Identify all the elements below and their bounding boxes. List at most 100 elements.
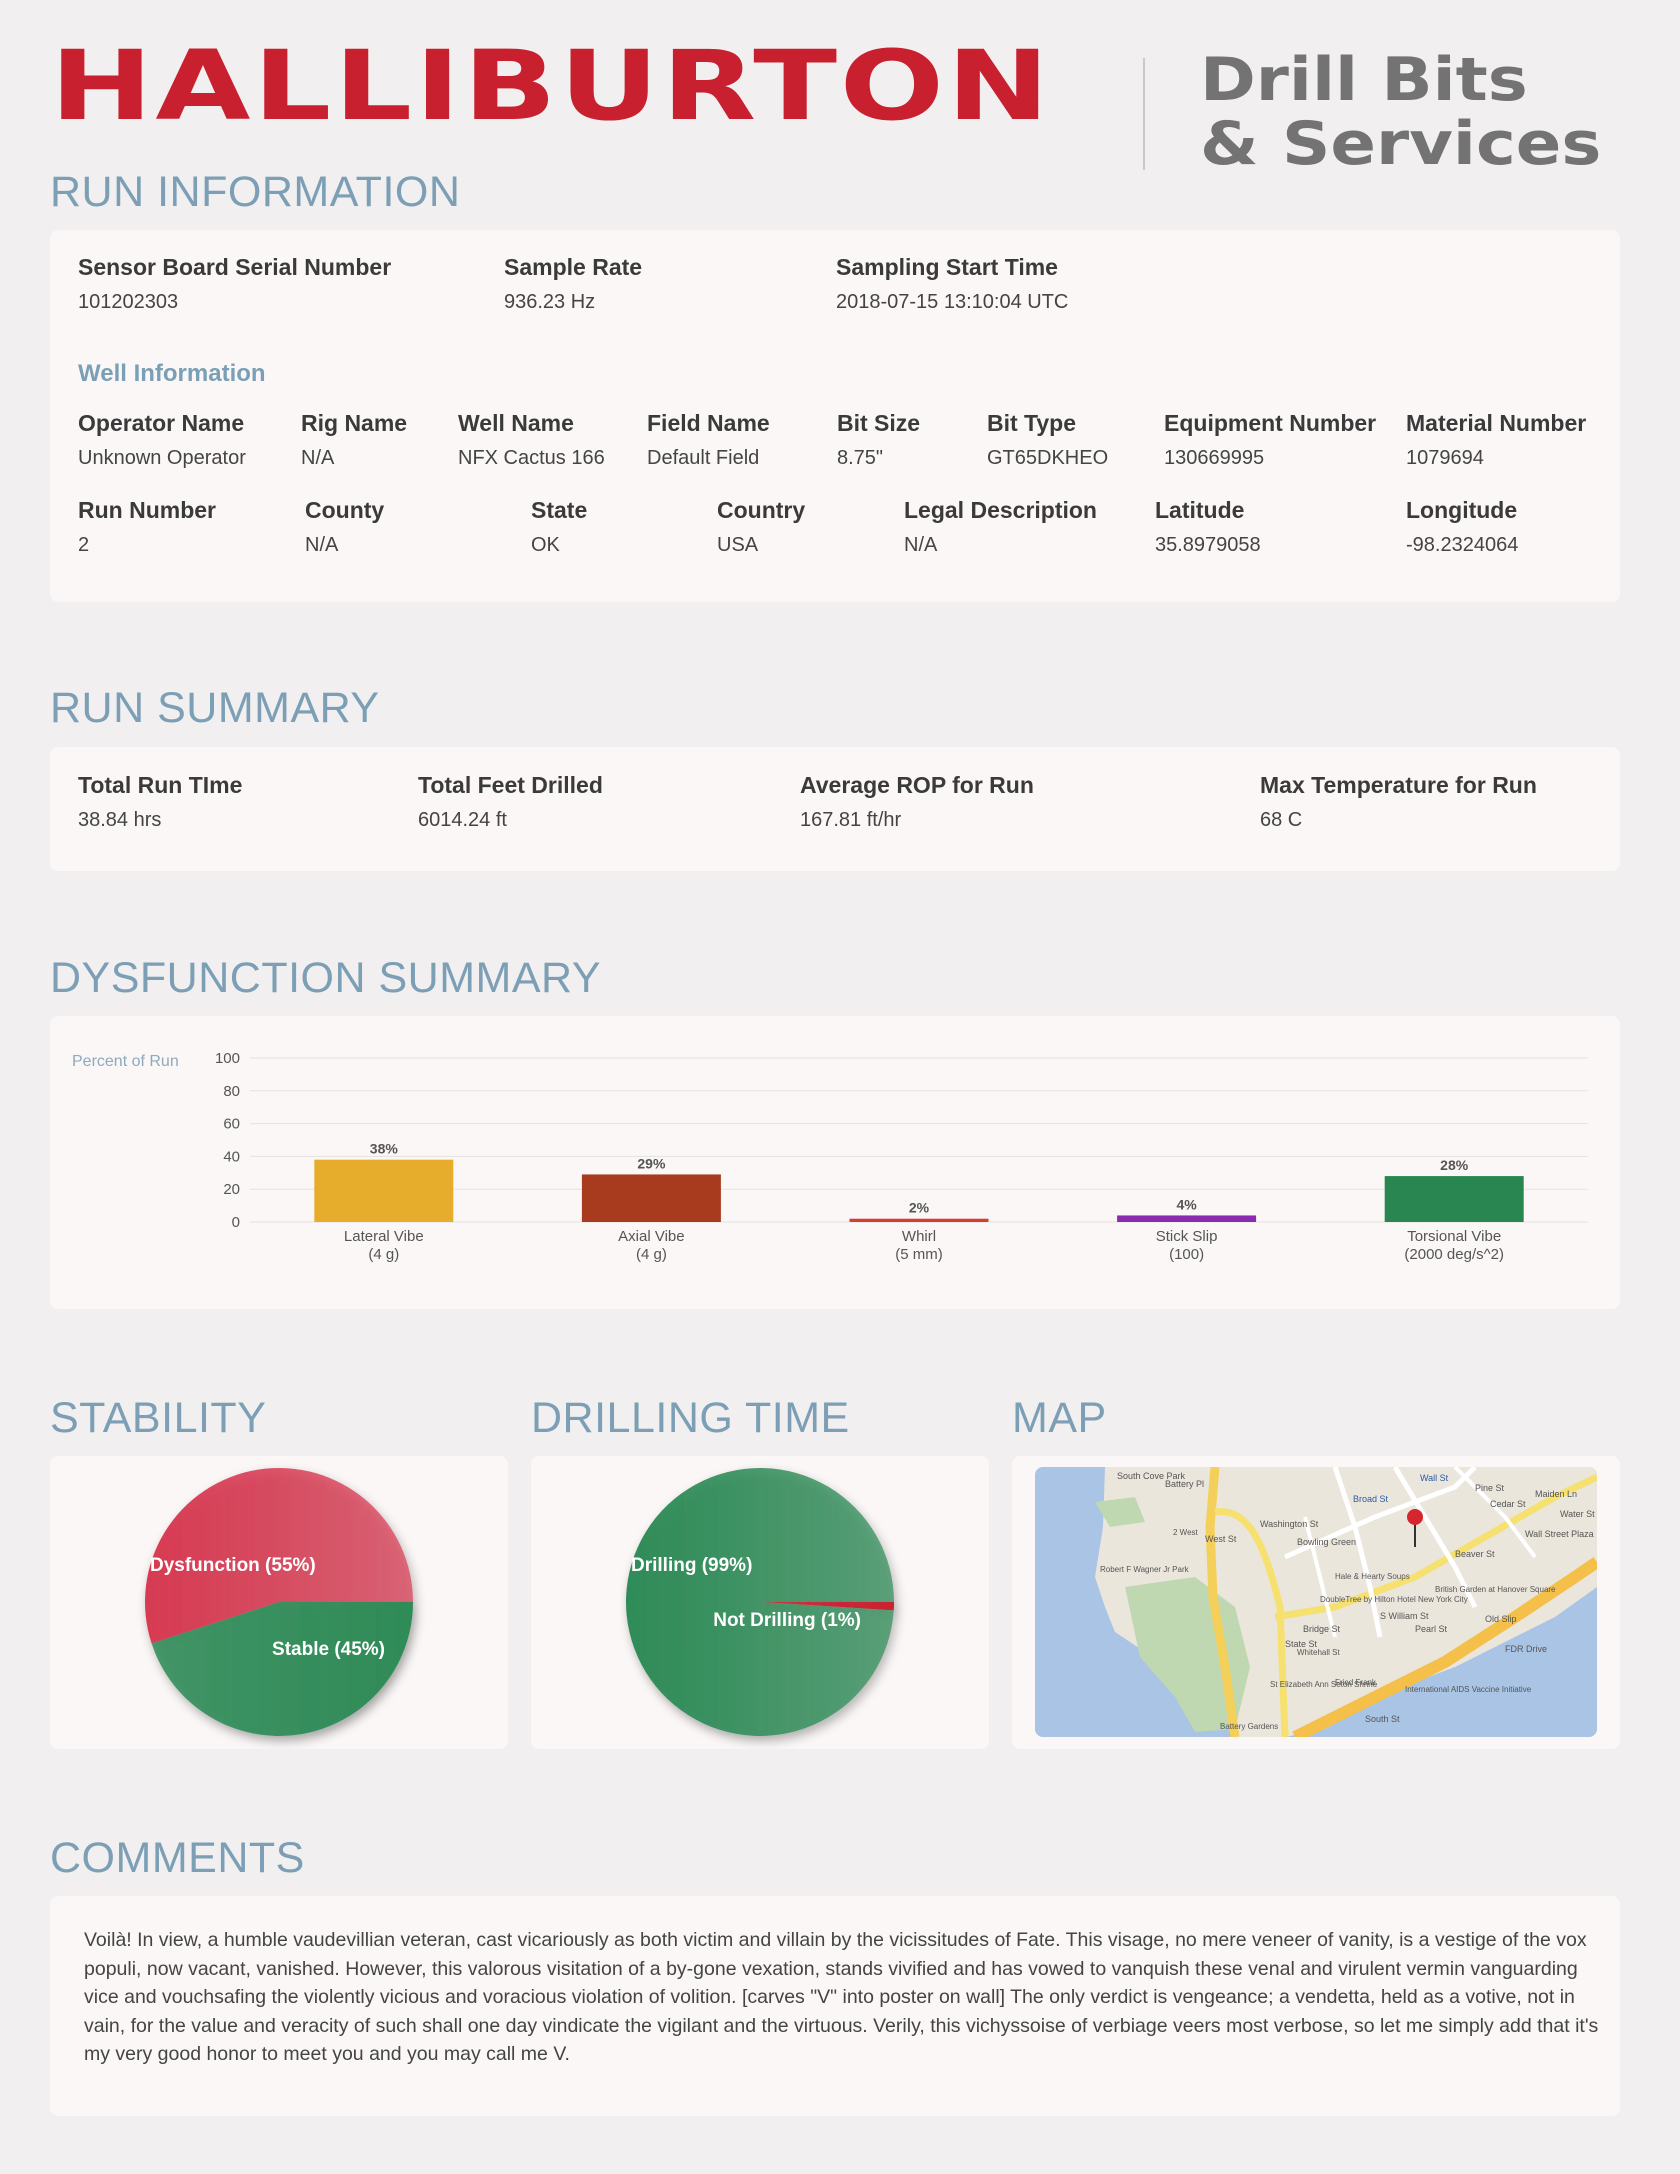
map-label: 2 West xyxy=(1173,1528,1199,1537)
halliburton-logo: HALLIBURTON xyxy=(50,30,1053,142)
map-label: Hale & Hearty Soups xyxy=(1335,1572,1410,1581)
map-label: International AIDS Vaccine Initiative xyxy=(1405,1685,1532,1694)
pie-label: Dysfunction (55%) xyxy=(150,1555,316,1576)
latitude-field: Latitude 35.8979058 xyxy=(1155,497,1261,557)
map-label: Beaver St xyxy=(1455,1549,1495,1559)
field-value: 38.84 hrs xyxy=(78,809,162,831)
comments-text: Voilà! In view, a humble vaudevillian ve… xyxy=(84,1929,1599,2065)
bar xyxy=(314,1159,454,1222)
bar-value-label: 38% xyxy=(370,1141,399,1157)
field-value: -98.2324064 xyxy=(1406,534,1519,556)
average-rop-field: Average ROP for Run 167.81 ft/hr xyxy=(800,772,1034,832)
field-value: 6014.24 ft xyxy=(418,809,507,831)
comments-title: COMMENTS xyxy=(50,1834,305,1882)
pie-slice xyxy=(144,1467,413,1644)
map-label: DoubleTree by Hilton Hotel New York City xyxy=(1320,1595,1468,1604)
bar xyxy=(1384,1176,1524,1222)
field-value: Unknown Operator xyxy=(78,447,246,469)
y-tick-label: 100 xyxy=(215,1050,240,1067)
map-label: Broad St xyxy=(1353,1494,1389,1504)
well-name-field: Well Name NFX Cactus 166 xyxy=(458,410,605,470)
map-label: Wall St xyxy=(1420,1473,1449,1483)
bar xyxy=(849,1218,989,1222)
y-axis-label: Percent of Run xyxy=(72,1053,179,1070)
y-tick-label: 20 xyxy=(223,1181,240,1198)
map-label: Old Slip xyxy=(1485,1614,1517,1624)
sensor-serial-field: Sensor Board Serial Number 101202303 xyxy=(78,254,391,314)
total-feet-drilled-field: Total Feet Drilled 6014.24 ft xyxy=(418,772,603,832)
dysfunction-bar-chart: Percent of Run 0 20 40 60 80 100 38% Lateral Vib… xyxy=(72,1050,1588,1263)
field-label: Bit Size xyxy=(837,410,921,436)
field-value: N/A xyxy=(904,534,938,556)
county-field: County N/A xyxy=(305,497,384,557)
map-label: West St xyxy=(1205,1534,1237,1544)
stability-pie-chart: Stable (45%) Dysfunction (55%) xyxy=(144,1467,414,1736)
bar-value-label: 29% xyxy=(637,1155,666,1171)
field-value: NFX Cactus 166 xyxy=(458,447,605,469)
longitude-field: Longitude -98.2324064 xyxy=(1406,497,1518,557)
sampling-start-field: Sampling Start Time 2018-07-15 13:10:04 … xyxy=(836,254,1068,314)
drilling-time-pie-chart: Not Drilling (1%) Drilling (99%) xyxy=(626,1468,894,1737)
field-value: N/A xyxy=(301,447,335,469)
x-tick-label: Stick Slip xyxy=(1156,1228,1218,1245)
dysfunction-summary-card: Percent of Run 0 20 40 60 80 100 38% Lateral Vib… xyxy=(50,1016,1620,1309)
run-information-title: RUN INFORMATION xyxy=(50,168,461,216)
map-label: Wall Street Plaza xyxy=(1525,1529,1594,1539)
y-tick-label: 0 xyxy=(232,1214,240,1231)
field-label: Bit Type xyxy=(987,410,1077,436)
map-label: Pearl St xyxy=(1415,1624,1448,1634)
map-label: Fried Frank xyxy=(1335,1678,1377,1687)
field-label: Longitude xyxy=(1406,497,1518,523)
bit-type-field: Bit Type GT65DKHEO xyxy=(987,410,1108,470)
x-tick-label: Torsional Vibe xyxy=(1407,1228,1501,1245)
street-map[interactable]: South Cove Park Battery Pl West St Washi… xyxy=(1035,1467,1597,1737)
y-tick-label: 40 xyxy=(223,1148,240,1165)
field-label: County xyxy=(305,497,385,523)
run-information-card: Sensor Board Serial Number 101202303 Sam… xyxy=(50,230,1620,602)
field-value: Default Field xyxy=(647,447,760,469)
dysfunction-summary-title: DYSFUNCTION SUMMARY xyxy=(50,954,602,1002)
map-label: Pine St xyxy=(1475,1483,1505,1493)
pie-label: Not Drilling (1%) xyxy=(713,1610,861,1631)
field-label: Legal Description xyxy=(904,497,1097,523)
map-pin-icon[interactable] xyxy=(1407,1509,1423,1547)
material-number-field: Material Number 1079694 xyxy=(1406,410,1586,470)
map-label: S William St xyxy=(1380,1611,1429,1621)
field-value: 167.81 ft/hr xyxy=(800,809,902,831)
map-label: Battery Gardens xyxy=(1220,1722,1278,1731)
field-label: Latitude xyxy=(1155,497,1245,523)
field-value: 2018-07-15 13:10:04 UTC xyxy=(836,291,1069,313)
field-label: Equipment Number xyxy=(1164,410,1377,436)
whitehall-street-road xyxy=(1332,1467,1383,1638)
stability-title: STABILITY xyxy=(50,1394,267,1442)
field-label: Average ROP for Run xyxy=(800,772,1034,798)
field-value: 8.75" xyxy=(837,447,884,469)
field-label: Sensor Board Serial Number xyxy=(78,254,392,280)
field-label: Sampling Start Time xyxy=(836,254,1058,280)
bar-value-label: 2% xyxy=(909,1200,930,1216)
field-label: Operator Name xyxy=(78,410,245,436)
map-label: State St xyxy=(1285,1639,1318,1649)
map-label: Cedar St xyxy=(1490,1499,1526,1509)
field-label: Run Number xyxy=(78,497,216,523)
pie-slices xyxy=(626,1468,894,1737)
brand-line-1: Drill Bits xyxy=(1200,45,1528,115)
field-label: Total Run TIme xyxy=(78,772,243,798)
bit-size-field: Bit Size 8.75" xyxy=(837,410,920,470)
rig-name-field: Rig Name N/A xyxy=(301,410,407,470)
bar xyxy=(1117,1215,1257,1222)
x-tick-unit: (5 mm) xyxy=(895,1246,943,1263)
south-cove-park xyxy=(1095,1497,1145,1527)
field-value: 130669995 xyxy=(1164,447,1265,469)
map-label: St Elizabeth Ann Seton Shrine xyxy=(1270,1680,1378,1689)
field-name-field: Field Name Default Field xyxy=(647,410,770,470)
map-canvas[interactable]: South Cove Park Battery Pl West St Washi… xyxy=(1035,1467,1597,1737)
legal-description-field: Legal Description N/A xyxy=(904,497,1097,557)
field-value: 2 xyxy=(78,534,90,556)
y-tick-label: 60 xyxy=(223,1116,240,1133)
pie-label: Drilling (99%) xyxy=(631,1555,752,1576)
max-temperature-field: Max Temperature for Run 68 C xyxy=(1260,772,1537,832)
equipment-number-field: Equipment Number 130669995 xyxy=(1164,410,1376,470)
run-summary-card: Total Run TIme 38.84 hrs Total Feet Dril… xyxy=(50,747,1620,871)
sample-rate-field: Sample Rate 936.23 Hz xyxy=(504,254,642,314)
